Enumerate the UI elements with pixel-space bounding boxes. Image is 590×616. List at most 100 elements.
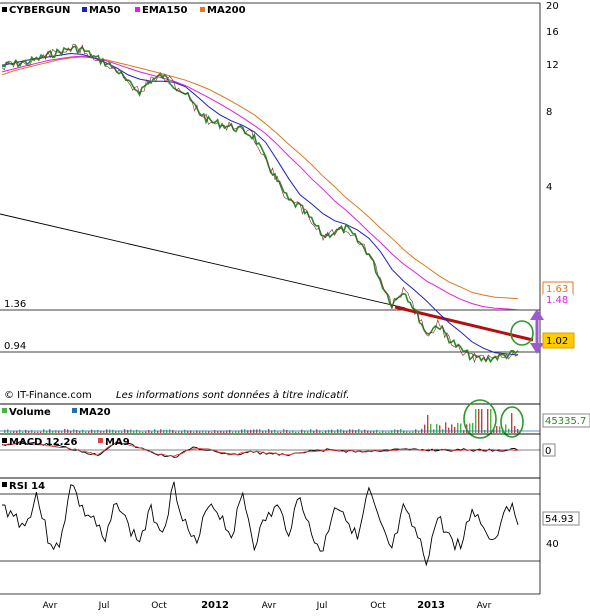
svg-text:1.48: 1.48 — [546, 295, 568, 306]
volume-bar — [196, 430, 198, 433]
volume-bar — [343, 430, 345, 433]
volume-bar — [382, 430, 384, 433]
volume-bar — [403, 430, 405, 433]
volume-bar — [424, 424, 426, 433]
source-text: © IT-Finance.com — [4, 390, 92, 401]
volume-bar — [289, 431, 291, 433]
volume-bar — [457, 422, 459, 433]
volume-bar — [286, 429, 288, 433]
volume-bar — [505, 424, 507, 433]
volume-bar — [295, 431, 297, 433]
svg-text:1.63: 1.63 — [546, 284, 568, 295]
volume-bar — [514, 426, 516, 433]
rsi-panel: RSI 14 54.93 40 — [0, 477, 580, 595]
volume-bar — [163, 429, 165, 433]
rsi-line — [1, 481, 519, 567]
volume-bar — [298, 431, 300, 433]
x-tick-label: Oct — [151, 601, 167, 611]
volume-bar — [412, 431, 414, 433]
volume-bar — [271, 430, 273, 433]
volume-bar — [52, 430, 54, 433]
volume-bar — [85, 431, 87, 433]
badge-macd: 0 — [542, 443, 556, 457]
volume-bar — [346, 430, 348, 433]
x-tick-label: Jul — [316, 601, 328, 611]
volume-bar — [388, 431, 390, 433]
volume-bar — [121, 431, 123, 433]
volume-bar — [427, 415, 429, 433]
volume-bar — [223, 431, 225, 433]
volume-bar — [127, 429, 129, 433]
volume-bar — [235, 431, 237, 433]
volume-bar — [31, 430, 33, 433]
legend-macd-ma9: MA9 — [105, 437, 130, 448]
volume-bar — [265, 430, 267, 433]
macd-panel: MACD 12.26 MA9 0 — [0, 433, 556, 479]
volume-bar — [397, 429, 399, 433]
volume-bar — [391, 430, 393, 433]
x-tick-label: 2013 — [417, 600, 445, 611]
volume-bar — [220, 430, 222, 433]
volume-bar — [199, 431, 201, 433]
macd-line — [1, 440, 519, 458]
y-tick-12: 12 — [546, 60, 559, 71]
volume-bar — [469, 423, 471, 433]
volume-bar — [22, 431, 24, 433]
volume-bar — [475, 409, 477, 433]
volume-bar — [247, 430, 249, 433]
volume-bar — [4, 429, 6, 433]
volume-bar — [409, 431, 411, 433]
x-tick-label: Avr — [262, 601, 277, 611]
volume-bar — [373, 431, 375, 433]
y-tick-4: 4 — [546, 182, 552, 193]
volume-bar — [319, 430, 321, 433]
volume-bar — [454, 426, 456, 433]
volume-bar — [334, 431, 336, 433]
volume-bar — [139, 431, 141, 433]
volume-panel: Volume MA20 45335.7 — [0, 399, 590, 439]
price-line — [1, 45, 519, 363]
legend-main: CYBERGUN MA50 EMA150 MA200 — [2, 5, 246, 16]
volume-bar — [304, 430, 306, 433]
legend-macd: MACD 12.26 — [9, 437, 77, 448]
volume-bar — [10, 431, 12, 433]
svg-text:1.02: 1.02 — [546, 336, 568, 347]
legend-cybergun: CYBERGUN — [9, 5, 70, 16]
volume-highlight-2 — [500, 406, 524, 438]
volume-bar — [16, 430, 18, 433]
ma50-line — [1, 52, 519, 356]
volume-bar — [145, 431, 147, 433]
volume-bar — [103, 431, 105, 433]
disclaimer-text: Les informations sont données à titre in… — [116, 389, 349, 401]
volume-bar — [484, 429, 486, 433]
volume-bar — [280, 431, 282, 433]
volume-bar — [157, 430, 159, 433]
volume-bar — [472, 422, 474, 433]
volume-bar — [178, 431, 180, 433]
volume-bar — [118, 430, 120, 433]
badge-volume: 45335.7 — [542, 413, 590, 428]
volume-bar — [88, 431, 90, 433]
volume-bar — [100, 430, 102, 433]
volume-bar — [70, 430, 72, 433]
volume-bar — [46, 430, 48, 433]
volume-bar — [226, 430, 228, 433]
volume-bar — [115, 431, 117, 433]
volume-bar — [496, 425, 498, 433]
volume-bar — [406, 431, 408, 433]
volume-bar — [25, 429, 27, 433]
volume-bar — [292, 430, 294, 433]
volume-bar — [370, 431, 372, 433]
hline-lower-label: 0.94 — [4, 341, 26, 352]
volume-bar — [211, 431, 213, 433]
volume-bar — [97, 429, 99, 433]
volume-bar — [151, 431, 153, 433]
volume-bar — [133, 430, 135, 433]
volume-bar — [214, 430, 216, 433]
volume-bar — [478, 409, 480, 433]
highlight-circle — [510, 320, 534, 346]
volume-bar — [202, 430, 204, 433]
long-trendline — [0, 213, 406, 309]
legend-volume-ma20: MA20 — [79, 407, 111, 418]
volume-bar — [58, 430, 60, 433]
